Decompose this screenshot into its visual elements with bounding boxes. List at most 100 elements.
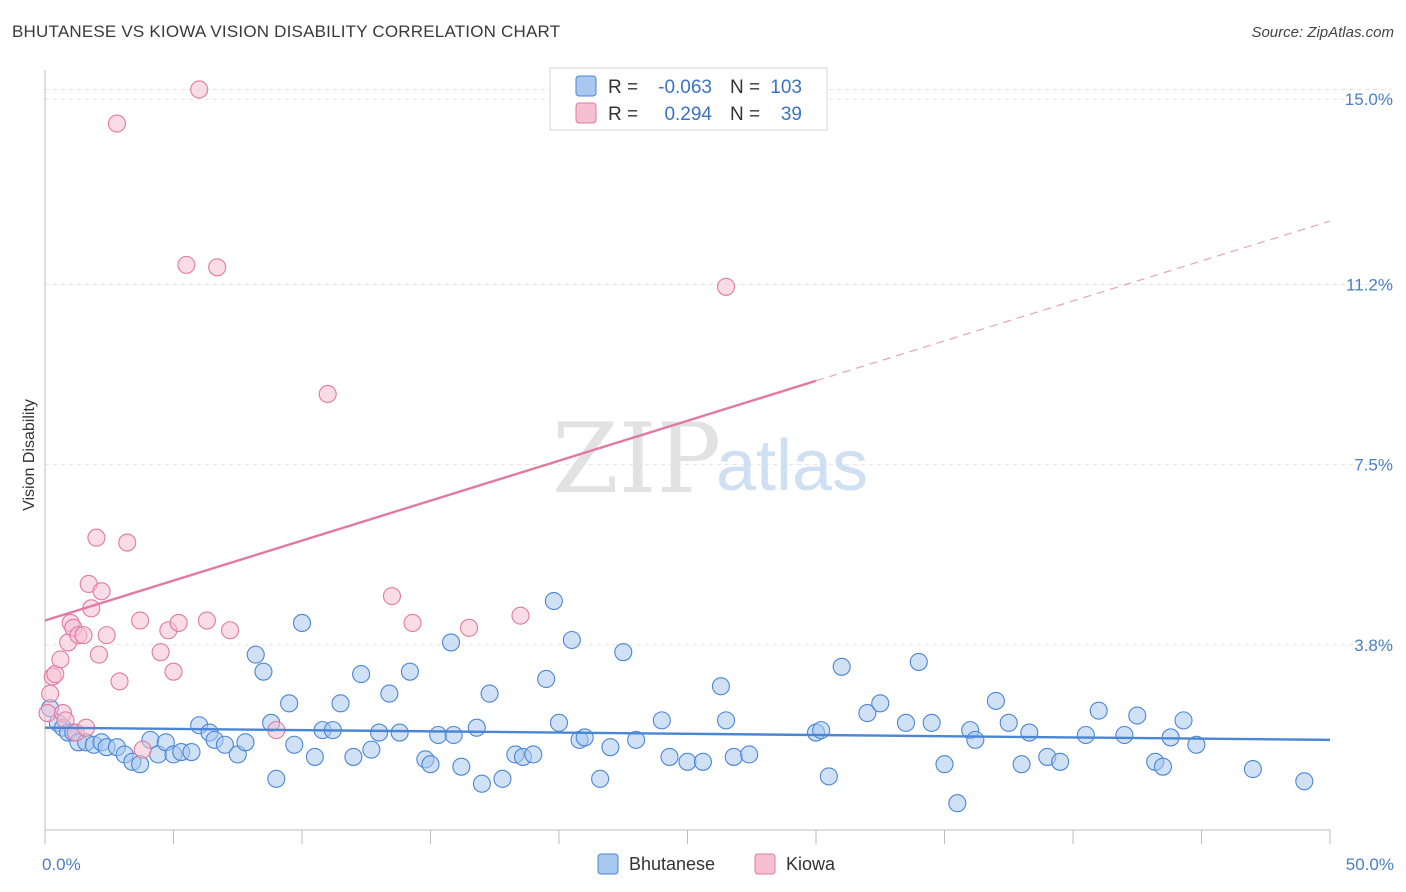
kiowa-trend-line <box>44 379 817 622</box>
kiowa-point-25 <box>151 643 170 662</box>
bhutanese-trend-line <box>44 726 1331 742</box>
bhutanese-point-49 <box>452 757 471 776</box>
bhutanese-point-71 <box>711 677 730 696</box>
bhutanese-point-37 <box>344 747 363 766</box>
bhutanese-point-78 <box>832 657 851 676</box>
bhutanese-point-63 <box>591 769 610 788</box>
bhutanese-point-23 <box>215 735 234 754</box>
bhutanese-point-60 <box>562 630 581 650</box>
kiowa-r-label: R = <box>608 104 638 125</box>
kiowa-point-17 <box>89 645 109 664</box>
bhutanese-point-43 <box>400 662 419 681</box>
bhutanese-point-25 <box>236 733 255 752</box>
kiowa-point-20 <box>107 114 127 133</box>
kiowa-point-37 <box>403 613 422 632</box>
bhutanese-point-77 <box>819 767 838 786</box>
bhutanese-point-39 <box>362 740 381 759</box>
bhutanese-point-68 <box>660 747 679 766</box>
bhutanese-point-31 <box>285 735 304 754</box>
kiowa-n-value: 39 <box>781 104 802 125</box>
bhutanese-point-95 <box>1089 701 1108 720</box>
bhutanese-point-36 <box>331 694 350 713</box>
bhutanese-point-85 <box>948 794 967 813</box>
y-tick-label-1: 7.5% <box>1354 456 1393 475</box>
series-legend: Bhutanese Kiowa <box>597 853 836 875</box>
bhutanese-point-89 <box>999 713 1018 732</box>
bhutanese-point-58 <box>544 591 563 611</box>
kiowa-point-18 <box>92 582 111 601</box>
bhutanese-point-74 <box>740 745 759 764</box>
bhutanese-point-27 <box>254 662 273 681</box>
kiowa-point-39 <box>511 606 530 625</box>
y-axis-tick-labels: 3.8% 7.5% 11.2% 15.0% <box>1345 90 1393 655</box>
kiowa-point-32 <box>208 258 227 277</box>
kiowa-point-31 <box>197 611 216 630</box>
kiowa-point-29 <box>177 255 196 274</box>
bhutanese-point-102 <box>1187 735 1206 754</box>
bhutanese-point-90 <box>1012 755 1031 774</box>
bhutanese-r-value: -0.063 <box>658 77 712 98</box>
bhutanese-point-103 <box>1243 760 1262 779</box>
bhutanese-point-47 <box>442 633 461 652</box>
bhutanese-point-51 <box>472 774 491 793</box>
bhutanese-point-56 <box>524 745 543 764</box>
bhutanese-point-57 <box>537 669 556 689</box>
kiowa-point-24 <box>133 740 152 759</box>
bhutanese-point-99 <box>1153 757 1172 776</box>
kiowa-point-35 <box>318 384 337 404</box>
kiowa-point-1 <box>41 684 60 703</box>
x-tick-label-max: 50.0% <box>1346 855 1394 874</box>
bhutanese-point-26 <box>246 645 265 664</box>
y-axis-label: Vision Disability <box>21 399 38 511</box>
chart-title: BHUTANESE VS KIOWA VISION DISABILITY COR… <box>12 22 561 41</box>
bhutanese-point-67 <box>652 711 671 730</box>
kiowa-point-27 <box>164 662 183 681</box>
bhutanese-point-84 <box>935 755 954 774</box>
kiowa-point-21 <box>110 672 129 691</box>
kiowa-point-40 <box>716 277 736 296</box>
bhutanese-point-79 <box>858 704 877 723</box>
bhutanese-point-66 <box>627 730 646 749</box>
bhutanese-point-19 <box>182 743 201 762</box>
kiowa-point-38 <box>459 618 479 637</box>
bhutanese-point-96 <box>1115 725 1134 745</box>
kiowa-point-0 <box>38 704 57 723</box>
bhutanese-point-80 <box>871 694 890 713</box>
kiowa-point-28 <box>169 613 188 632</box>
bhutanese-n-label: N = <box>730 77 760 98</box>
kiowa-point-12 <box>74 626 93 645</box>
bhutanese-point-30 <box>280 694 299 713</box>
bhutanese-point-38 <box>352 665 371 684</box>
source-label: Source: ZipAtlas.com <box>1251 24 1394 41</box>
stats-legend: R = -0.063 N = 103 R = 0.294 N = 39 <box>549 67 828 131</box>
y-tick-label-0: 3.8% <box>1354 636 1393 655</box>
bhutanese-point-91 <box>1020 723 1039 742</box>
bhutanese-point-62 <box>575 728 594 747</box>
bhutanese-point-41 <box>380 684 399 703</box>
bhutanese-point-83 <box>922 713 941 732</box>
bhutanese-point-97 <box>1128 706 1147 725</box>
watermark-zip: ZIP <box>552 403 721 515</box>
y-tick-label-2: 11.2% <box>1346 275 1393 294</box>
kiowa-point-4 <box>51 650 70 669</box>
watermark: ZIP atlas <box>552 403 868 515</box>
y-tick-label-3: 15.0% <box>1345 90 1393 109</box>
kiowa-point-19 <box>97 626 116 645</box>
kiowa-points <box>38 80 736 759</box>
bhutanese-point-52 <box>480 684 499 703</box>
kiowa-point-33 <box>220 621 240 640</box>
bhutanese-point-88 <box>986 691 1005 710</box>
bhutanese-point-48 <box>444 725 463 745</box>
bhutanese-legend-label: Bhutanese <box>629 854 715 874</box>
bhutanese-point-104 <box>1295 772 1314 791</box>
kiowa-legend-label: Kiowa <box>786 854 836 874</box>
bhutanese-n-value: 103 <box>770 77 802 98</box>
bhutanese-point-64 <box>601 738 620 757</box>
bhutanese-point-82 <box>909 652 928 671</box>
bhutanese-point-46 <box>429 725 448 745</box>
bhutanese-point-81 <box>896 713 916 732</box>
x-axis-ticks <box>44 830 1331 844</box>
kiowa-legend-swatch <box>575 102 597 124</box>
bhutanese-point-87 <box>966 730 985 749</box>
